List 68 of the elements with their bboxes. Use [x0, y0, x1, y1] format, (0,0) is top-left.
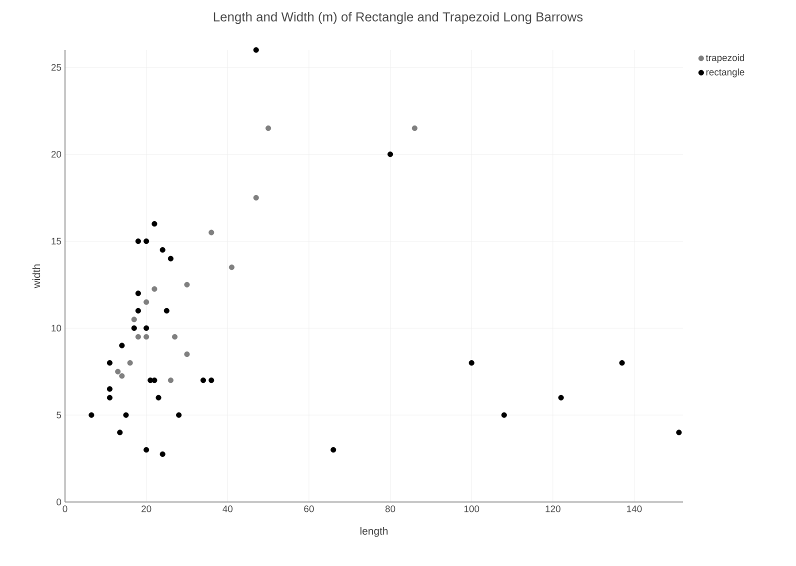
- point: [208, 230, 214, 236]
- point: [253, 47, 259, 53]
- point: [144, 447, 150, 453]
- legend-label: trapezoid: [706, 54, 744, 63]
- point: [253, 194, 259, 201]
- point: [152, 286, 158, 292]
- point: [184, 282, 190, 288]
- point: [144, 334, 150, 340]
- point: [468, 360, 474, 366]
- point: [156, 394, 162, 400]
- point: [135, 290, 141, 296]
- point: [160, 451, 166, 457]
- y-tick-label: 20: [51, 150, 62, 158]
- point: [619, 360, 625, 366]
- point: [119, 342, 125, 348]
- point: [135, 308, 141, 314]
- point: [558, 394, 564, 400]
- chart-title: Length and Width (m) of Rectangle and Trapezoid Long Barrows: [214, 12, 583, 24]
- x-tick-label: 140: [627, 506, 642, 512]
- point: [106, 394, 113, 400]
- y-tick-label: 15: [52, 238, 62, 245]
- point: [135, 238, 141, 244]
- point: [117, 430, 123, 436]
- x-tick-label: 20: [142, 506, 152, 512]
- y-tick-label: 10: [52, 324, 62, 332]
- point: [200, 377, 206, 384]
- point: [115, 368, 121, 374]
- x-tick-label: 0: [62, 506, 68, 512]
- legend-label: rectangle: [706, 68, 744, 78]
- point: [266, 125, 272, 132]
- point: [168, 377, 174, 384]
- point: [106, 360, 113, 366]
- point: [228, 264, 235, 270]
- point: [144, 325, 150, 331]
- y-axis-title: width: [32, 264, 40, 288]
- point: [330, 447, 336, 453]
- point: [131, 316, 137, 322]
- point: [412, 125, 418, 132]
- point: [152, 221, 158, 227]
- point: [208, 377, 214, 384]
- point: [144, 299, 150, 305]
- point: [160, 247, 166, 253]
- x-tick-label: 120: [546, 506, 560, 512]
- x-tick-label: 100: [464, 506, 480, 512]
- point: [168, 256, 174, 262]
- point: [127, 360, 133, 366]
- y-tick-label: 25: [51, 64, 62, 71]
- y-tick-label: 0: [56, 498, 62, 506]
- x-tick-label: 80: [385, 506, 396, 512]
- point: [387, 151, 394, 158]
- point: [184, 351, 190, 358]
- point: [135, 334, 141, 340]
- point: [676, 430, 682, 436]
- point: [152, 377, 158, 384]
- x-tick-label: 60: [304, 506, 314, 512]
- point: [176, 412, 182, 418]
- point: [123, 412, 129, 418]
- point: [172, 334, 178, 340]
- point: [501, 412, 507, 418]
- point: [106, 386, 113, 392]
- x-axis-title: length: [360, 527, 388, 537]
- point: [164, 308, 170, 314]
- x-tick-label: 40: [222, 506, 233, 512]
- point: [144, 238, 150, 244]
- point: [88, 412, 94, 418]
- point: [131, 325, 137, 331]
- point: [119, 373, 125, 379]
- y-tick-label: 5: [56, 412, 62, 418]
